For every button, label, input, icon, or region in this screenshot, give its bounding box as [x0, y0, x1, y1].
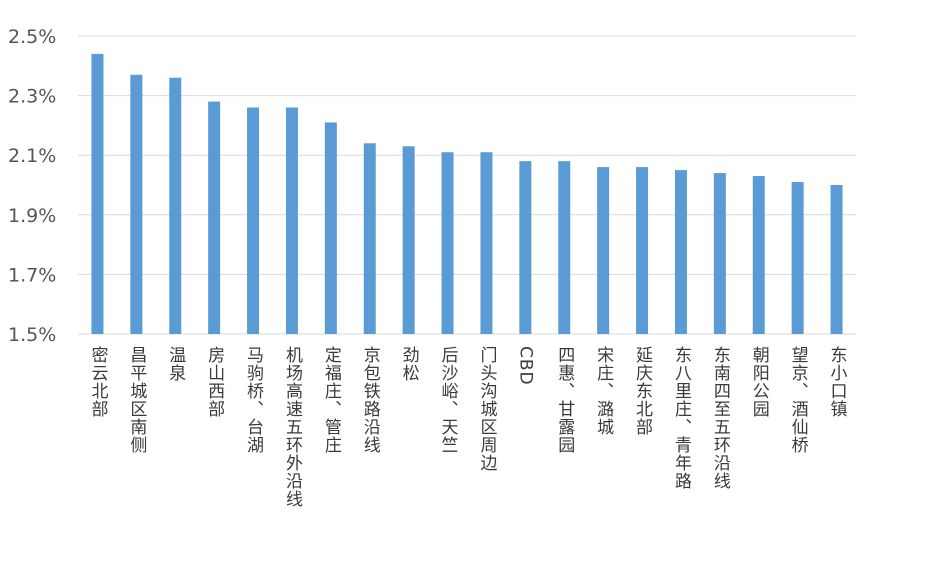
y-tick-label: 1.7% [8, 264, 56, 286]
x-tick-label: 密云北部 [87, 346, 108, 418]
x-tick-label: 四惠、甘露园 [554, 346, 575, 454]
bar [830, 185, 843, 334]
bar [247, 107, 260, 335]
x-tick-label: 后沙峪、天竺 [437, 346, 458, 454]
x-tick-label: 定福庄、管庄 [320, 346, 341, 454]
y-tick-label: 1.5% [8, 324, 56, 346]
x-tick-label: 马驹桥、台湖 [243, 346, 264, 454]
x-tick-label: 宋庄、潞城 [593, 346, 614, 436]
x-tick-label: 机场高速五环外沿线 [281, 346, 302, 508]
bar [363, 143, 376, 334]
x-tick-label: 门头沟城区周边 [476, 346, 497, 472]
y-tick-label: 2.3% [8, 86, 56, 108]
y-tick-label: 2.5% [8, 26, 56, 48]
bar [480, 152, 493, 334]
bar [402, 146, 415, 334]
bar [558, 161, 571, 334]
bar [674, 170, 687, 334]
x-tick-label: 延庆东北部 [632, 346, 653, 436]
x-tick-label: 昌平城区南侧 [126, 346, 147, 454]
bar [441, 152, 454, 334]
x-tick-label: 温泉 [165, 346, 186, 382]
bar [208, 101, 221, 334]
x-tick-label: 京包铁路沿线 [359, 346, 380, 454]
x-tick-label: 房山西部 [204, 346, 225, 418]
bar [519, 161, 532, 334]
x-tick-label: 东南四至五环沿线 [709, 346, 730, 490]
bar [791, 182, 804, 334]
bar [324, 122, 337, 334]
bar [597, 167, 610, 334]
bar [130, 74, 143, 335]
x-tick-label: 东小口镇 [826, 346, 847, 418]
x-tick-label: CBD [515, 346, 536, 386]
y-tick-label: 2.1% [8, 145, 56, 167]
bar [752, 176, 765, 334]
bar [713, 173, 726, 334]
x-tick-label: 朝阳公园 [748, 346, 769, 418]
x-tick-label: 望京、酒仙桥 [787, 346, 808, 454]
bar [91, 53, 104, 334]
x-tick-label: 劲松 [398, 346, 419, 382]
bar [285, 107, 298, 335]
x-tick-label: 东八里庄、青年路 [670, 346, 691, 490]
y-tick-label: 1.9% [8, 205, 56, 227]
bar [636, 167, 649, 334]
bar [169, 77, 182, 334]
